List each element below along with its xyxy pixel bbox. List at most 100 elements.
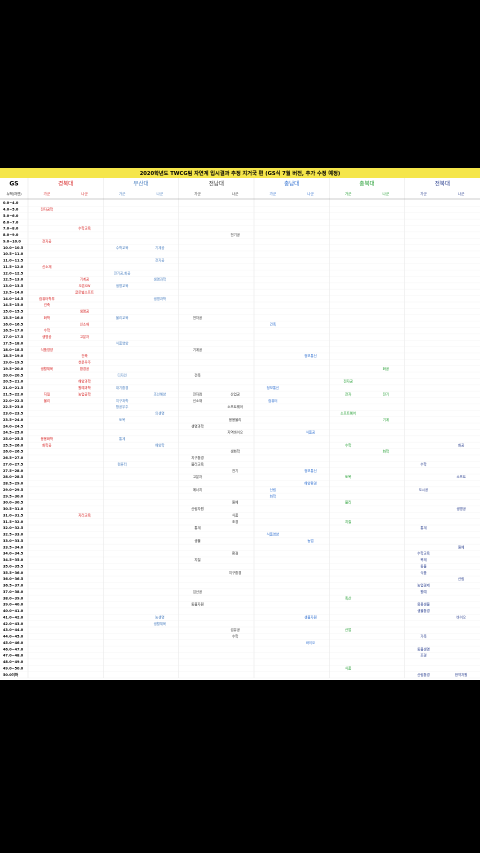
cell-text: 통계 [119, 436, 125, 441]
cell-text: 지역바이오 [227, 430, 243, 435]
cell-text: 소프트 [456, 474, 465, 479]
cell-text: 농업경제 [417, 583, 429, 588]
university-name: 전남대 [209, 180, 224, 188]
cell-text: 도시공 [419, 488, 428, 492]
cell-text: 식품 [420, 570, 426, 575]
gs-range: 26.5~27.0 [3, 456, 24, 460]
cell-text: 기계공 [80, 277, 89, 282]
gs-range: 21.0~21.5 [3, 386, 24, 390]
gs-range: 41.0~42.0 [3, 615, 24, 619]
university-name: 전북대 [435, 180, 450, 188]
cell-text: 산업공 [230, 391, 239, 396]
cell-text: 물리 [44, 398, 50, 403]
cell-text: 전자공학 [41, 207, 53, 212]
gs-range: 0.0~4.0 [3, 201, 19, 205]
cell-text: 식품 [232, 512, 238, 517]
cell-text: 디자인 [117, 372, 126, 377]
cell-text: 오픈SW [79, 284, 91, 288]
cell-text: 환경 [232, 551, 238, 556]
cell-text: 기계 [383, 417, 389, 422]
cell-text: 산림 [458, 576, 464, 581]
cell-text: 동물 [420, 563, 426, 568]
gs-range: 35.0~35.5 [3, 564, 24, 568]
cell-text: 기계공 [155, 245, 164, 250]
group-label: 가군 [44, 191, 51, 196]
cell-text: 수학 [44, 328, 50, 333]
gs-range: 22.5~23.0 [3, 405, 24, 409]
cell-text: 생화학 [230, 449, 239, 454]
group-label: 나군 [458, 191, 465, 196]
gs-range: 11.5~12.0 [3, 265, 24, 269]
gs-range: 8.0~9.0 [3, 233, 19, 237]
gs-range: 34.5~35.0 [3, 558, 24, 562]
gs-range: 18.0~18.5 [3, 348, 24, 352]
cell-text: 토목 [345, 475, 351, 479]
cell-text: 생명과학 [154, 277, 166, 282]
cell-text: 소프트웨어 [227, 404, 243, 409]
gs-range: 20.5~21.0 [3, 380, 24, 384]
cell-text: 전기 [232, 468, 238, 473]
cell-text: 전자컴 [193, 391, 202, 396]
cell-text: 전자공 [155, 258, 164, 263]
cell-text: 건축 [44, 302, 50, 307]
cell-text: 수학교육 [417, 551, 429, 556]
cell-text: 컴퓨터 [117, 461, 126, 466]
cell-text: 지리교육 [78, 512, 90, 517]
cell-text: 환경공 [80, 366, 89, 371]
cell-text: 신소재 [42, 264, 51, 269]
cell-text: 생물자원 [304, 614, 316, 619]
cell-text: 생명공 [456, 506, 465, 511]
cell-text: 화학 [383, 449, 389, 454]
gs-range: 33.5~34.0 [3, 545, 24, 549]
cell-text: 천문우주 [78, 360, 90, 365]
gs-range: 49.0~50.0 [3, 666, 24, 670]
cell-text: 수학교육 [116, 245, 128, 250]
cell-text: 농업공학 [78, 391, 90, 396]
group-label: 나군 [307, 191, 314, 196]
cell-text: 바이오 [456, 614, 465, 619]
cell-text: 응용생물 [417, 602, 429, 607]
cell-text: 건축 [270, 321, 276, 326]
university-name: 경북대 [58, 180, 73, 188]
gs-range: 42.0~43.0 [3, 622, 24, 626]
gs-range: 26.0~26.5 [3, 450, 24, 454]
cell-text: 식품영양 [41, 347, 53, 352]
gs-range: 33.0~33.5 [3, 539, 24, 543]
cell-text: 응용물리 [229, 417, 241, 422]
cell-text: 산업 [345, 627, 351, 632]
cell-text: 지구과학 [116, 398, 128, 403]
cell-text: 컴퓨터 [268, 398, 277, 403]
gs-range: 38.0~39.0 [3, 596, 24, 600]
cell-text: 전기공 [230, 232, 239, 237]
gs-range: 34.0~34.5 [3, 552, 24, 556]
cell-text: 전자공 [193, 315, 202, 320]
cell-text: 생명공 [80, 309, 89, 314]
gs-range: 36.5~37.0 [3, 584, 24, 588]
cell-text: 수학 [345, 442, 351, 447]
gs-range: 12.5~13.0 [3, 278, 24, 282]
gs-range: 13.0~13.5 [3, 284, 24, 288]
cell-text: 전기공,화공 [114, 270, 131, 275]
cell-text: 지질 [194, 557, 200, 562]
cell-text: 수학 [420, 461, 426, 466]
group-label: 나군 [383, 191, 390, 196]
gs-range: 29.5~30.0 [3, 494, 24, 498]
gs-range: 15.0~15.5 [3, 310, 24, 314]
cell-text: 생활체육 [41, 366, 53, 371]
cell-text: 정보통신 [267, 385, 279, 390]
gs-range: 6.0~7.0 [3, 220, 19, 224]
gs-range: 16.0~16.5 [3, 322, 24, 326]
cell-text: 전자 [345, 391, 352, 396]
cell-text: 정보통신 [304, 468, 316, 473]
cell-text: 임산공 [193, 589, 202, 594]
gs-range: 10.0~10.5 [3, 246, 24, 250]
gs-range: 5.0~6.0 [3, 214, 19, 218]
cell-text: 동물자원 [191, 602, 203, 607]
gs-range: 16.5~17.0 [3, 329, 24, 333]
cell-text: 물리 [345, 500, 351, 505]
cell-text: 목재 [420, 557, 426, 562]
cell-text: 생명과학 [191, 423, 203, 428]
cell-text: 화공 [458, 442, 464, 447]
cell-text: 전자공 [343, 379, 352, 384]
cell-text: 물리교육 [191, 461, 203, 466]
